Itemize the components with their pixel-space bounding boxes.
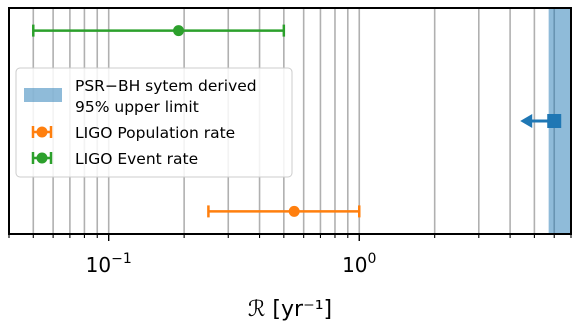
plot-frame [8,7,572,235]
series-layer [32,24,562,218]
x-axis-label: ℛ [yr⁻¹] [248,297,332,322]
x-ticks: 10−1 100 [8,234,572,277]
legend-label: PSR−BH sytem derived [75,77,257,95]
legend-label: 95% upper limit [75,98,199,116]
legend-marker [36,152,48,164]
data-point [288,205,300,217]
legend-box [15,67,293,178]
x-tick-label: 10−1 [86,251,132,277]
legend-marker [36,126,48,138]
legend-label: LIGO Event rate [75,150,198,168]
legend: PSR−BH sytem derived 95% upper limit LIGO… [15,67,293,178]
legend-band-swatch [24,88,62,102]
legend-label: LIGO Population rate [75,124,235,142]
x-tick-label: 100 [342,251,376,277]
data-point [173,25,185,37]
upper-limit-marker [547,114,562,128]
upper-limit-arrow-head [520,114,533,128]
